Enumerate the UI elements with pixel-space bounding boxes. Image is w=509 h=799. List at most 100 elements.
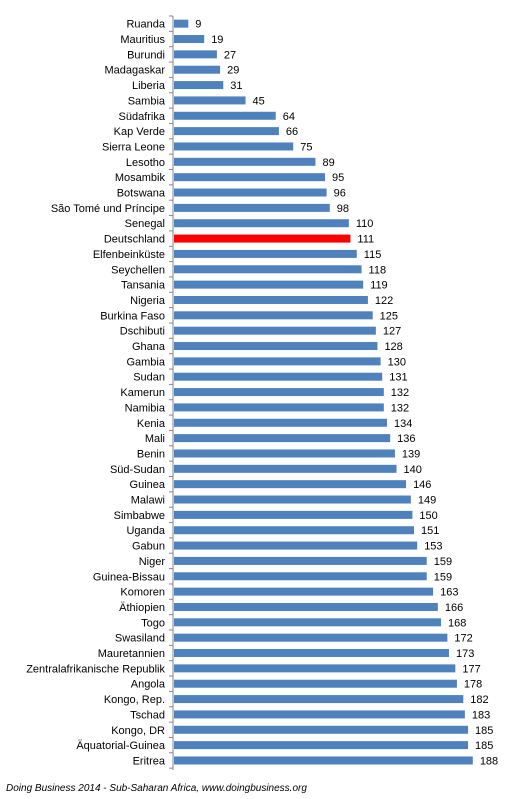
category-label: Dschibuti	[120, 326, 165, 338]
value-label: 139	[402, 448, 420, 460]
value-label: 153	[424, 541, 442, 553]
value-label: 159	[434, 571, 452, 583]
bar	[174, 295, 368, 304]
category-label: Togo	[141, 617, 165, 629]
bar	[174, 725, 469, 734]
category-label: Mauritius	[120, 34, 165, 46]
value-label: 146	[413, 479, 431, 491]
category-label: Sudan	[133, 372, 165, 384]
category-label: Kap Verde	[114, 126, 165, 138]
value-label: 27	[224, 49, 236, 61]
bar	[174, 710, 465, 719]
category-label: Swasiland	[115, 633, 165, 645]
category-label: Burundi	[127, 49, 165, 61]
category-label: Seychellen	[111, 264, 165, 276]
category-label: Liberia	[132, 80, 166, 92]
bar	[174, 556, 427, 565]
category-label: Gambia	[126, 356, 165, 368]
bar	[174, 449, 395, 458]
bar	[174, 127, 279, 136]
bar	[174, 311, 373, 320]
category-label: Mosambik	[115, 172, 166, 184]
value-label: 122	[375, 295, 393, 307]
value-label: 119	[370, 280, 388, 292]
category-label: São Tomé und Príncipe	[51, 203, 165, 215]
category-label: Gabun	[132, 541, 165, 553]
bar	[174, 96, 246, 105]
bar	[174, 602, 438, 611]
value-label: 172	[454, 633, 472, 645]
category-label: Madagaskar	[104, 65, 165, 77]
bar	[174, 756, 473, 765]
category-label: Südafrika	[119, 111, 166, 123]
value-label: 177	[462, 663, 480, 675]
category-label: Eritrea	[133, 755, 166, 767]
category-label: Sierra Leone	[102, 141, 165, 153]
value-label: 163	[440, 587, 458, 599]
value-label: 168	[448, 617, 466, 629]
category-label: Angola	[131, 679, 166, 691]
category-label: Tansania	[121, 280, 166, 292]
value-label: 66	[286, 126, 298, 138]
bar	[174, 418, 387, 427]
category-label: Burkina Faso	[100, 310, 165, 322]
bar	[174, 35, 205, 44]
bar	[174, 249, 357, 258]
value-label: 75	[300, 141, 312, 153]
bar	[174, 510, 413, 519]
bar	[174, 403, 384, 412]
bar	[174, 695, 464, 704]
value-label: 89	[322, 157, 334, 169]
bar	[174, 587, 434, 596]
category-label: Mali	[145, 433, 165, 445]
value-label: 149	[418, 495, 436, 507]
category-label: Mauretannien	[98, 648, 165, 660]
bar	[174, 280, 364, 289]
value-label: 29	[227, 65, 239, 77]
category-label: Ghana	[132, 341, 166, 353]
value-label: 45	[253, 95, 265, 107]
bar	[174, 342, 378, 351]
value-label: 159	[434, 556, 452, 568]
category-label: Kenia	[137, 418, 166, 430]
bar	[174, 65, 221, 74]
value-label: 173	[456, 648, 474, 660]
value-label: 188	[480, 755, 498, 767]
bar	[174, 157, 316, 166]
value-label: 111	[357, 234, 374, 246]
bar	[174, 495, 411, 504]
value-label: 127	[383, 326, 401, 338]
value-label: 95	[332, 172, 344, 184]
category-label: Zentralafrikanische Republik	[26, 663, 165, 675]
bar	[174, 265, 362, 274]
category-label: Sambia	[128, 95, 166, 107]
bar	[174, 188, 327, 197]
bar	[174, 741, 469, 750]
value-label: 185	[475, 725, 493, 737]
category-label: Elfenbeinküste	[93, 249, 165, 261]
bar	[174, 388, 384, 397]
bar	[174, 633, 448, 642]
value-label: 151	[421, 525, 439, 537]
category-label: Komoren	[120, 587, 165, 599]
bar	[174, 649, 449, 658]
category-label: Äquatorial-Guinea	[76, 740, 166, 752]
category-label: Simbabwe	[114, 510, 165, 522]
value-label: 110	[356, 218, 374, 230]
bar	[174, 326, 376, 335]
bar	[174, 526, 415, 535]
value-label: 132	[391, 402, 409, 414]
bar	[174, 572, 427, 581]
category-label: Guinea-Bissau	[93, 571, 165, 583]
category-label: Botswana	[117, 188, 166, 200]
category-label: Namibia	[125, 402, 166, 414]
value-label: 134	[394, 418, 412, 430]
bar	[174, 541, 418, 550]
value-label: 96	[334, 188, 346, 200]
source-note: Doing Business 2014 - Sub-Saharan Africa…	[6, 783, 307, 794]
bar	[174, 81, 224, 90]
value-label: 130	[388, 356, 406, 368]
category-label: Süd-Sudan	[110, 464, 165, 476]
bar	[174, 203, 330, 212]
